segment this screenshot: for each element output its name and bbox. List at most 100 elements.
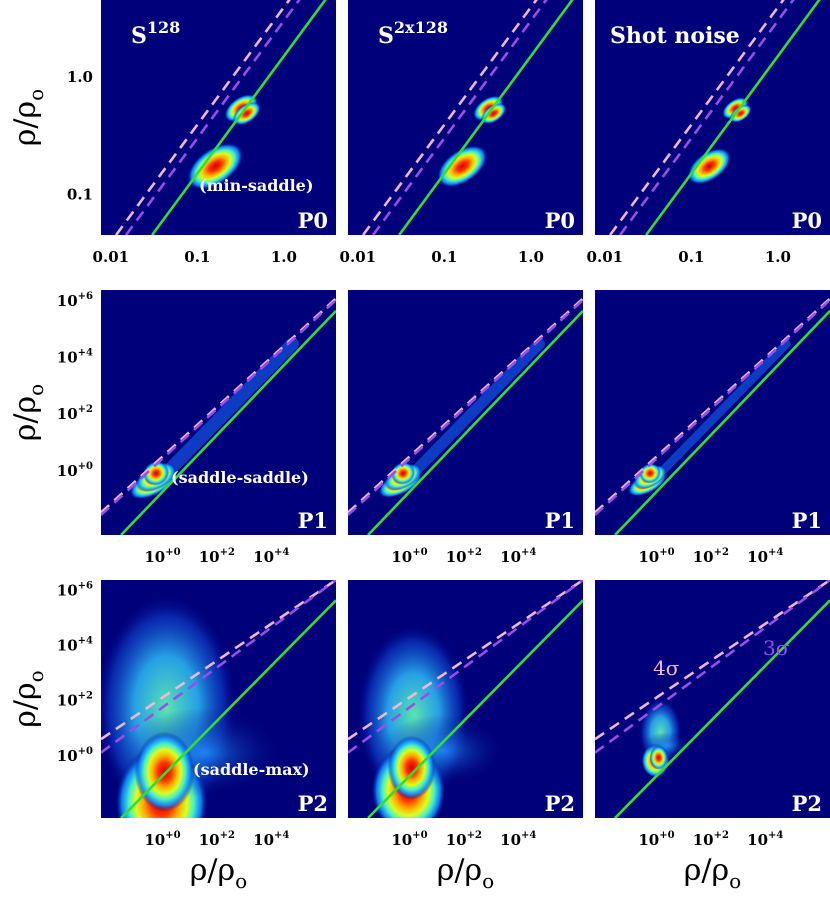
column-title-base: S xyxy=(131,23,147,49)
y-tick-label: 1.0 xyxy=(67,68,93,86)
x-tick-label: 10+4 xyxy=(747,547,783,566)
region-note: (min-saddle) xyxy=(199,176,313,195)
column-title: S128 xyxy=(131,18,180,49)
y-axis-label: ρ/ρo xyxy=(8,384,48,441)
density-core xyxy=(187,142,244,190)
x-tick-label: 10+0 xyxy=(144,547,180,566)
x-tick-label: 10+2 xyxy=(446,547,482,566)
x-tick-label: 10+4 xyxy=(500,830,536,849)
x-tick-label: 10+0 xyxy=(391,547,427,566)
row-tag: P2 xyxy=(298,791,328,816)
x-tick-label: 10+2 xyxy=(199,547,235,566)
x-tick-label: 1.0 xyxy=(765,248,791,266)
x-tick-label: 10+2 xyxy=(446,830,482,849)
sigma3-line xyxy=(372,0,548,235)
row-tag: P0 xyxy=(298,208,328,233)
x-axis-label: ρ/ρo xyxy=(684,853,741,893)
x-axis-label: ρ/ρo xyxy=(437,853,494,893)
x-tick-label: 10+4 xyxy=(500,547,536,566)
sigma4-line xyxy=(609,0,785,235)
panel-r0-c1: P0 S2x128 0.01 0.1 1.0 xyxy=(340,0,583,266)
x-tick-label: 0.01 xyxy=(587,248,624,266)
density-core xyxy=(143,461,170,486)
density-core xyxy=(687,148,732,185)
x-tick-label: 10+2 xyxy=(693,830,729,849)
identity-line xyxy=(614,309,830,535)
identity-line xyxy=(367,309,583,535)
y-axis-label: ρ/ρo xyxy=(8,89,48,146)
identity-line xyxy=(367,599,583,818)
column-title-base: Shot noise xyxy=(610,23,740,49)
axis-labels: ρ/ρo ρ/ρo ρ/ρo ρ/ρo ρ/ρo ρ/ρo xyxy=(8,89,741,893)
sigma4-line xyxy=(115,0,291,235)
density-core xyxy=(391,461,415,485)
density-peak xyxy=(387,735,436,800)
row-tag: P1 xyxy=(545,508,575,533)
panel-background xyxy=(595,580,830,818)
sigma4-line xyxy=(348,580,583,741)
sigma4-line xyxy=(595,580,830,741)
y-tick-label: 10+4 xyxy=(57,347,93,366)
x-tick-label: 0.01 xyxy=(340,248,377,266)
y-tick-label: 10+6 xyxy=(57,291,93,310)
row-tag: P0 xyxy=(792,208,822,233)
column-title: S2x128 xyxy=(378,18,448,49)
row-tag: P2 xyxy=(545,791,575,816)
x-tick-label: 1.0 xyxy=(518,248,544,266)
panel-r1-c2: P1 10+0 10+2 10+4 xyxy=(595,290,830,566)
density-core xyxy=(480,102,507,125)
identity-line xyxy=(645,0,821,235)
column-title: Shot noise xyxy=(610,23,740,49)
row-tag: P0 xyxy=(545,208,575,233)
column-title-base: S xyxy=(378,23,394,49)
y-tick-label: 10+0 xyxy=(57,746,93,765)
x-tick-label: 0.1 xyxy=(184,248,210,266)
sigma3-line xyxy=(348,580,583,754)
x-tick-label: 10+0 xyxy=(144,830,180,849)
x-tick-label: 10+4 xyxy=(253,830,289,849)
panel-r2-c0: P2 (saddle-max) 10+0 10+2 10+4 10+0 10+2 10+4 10… xyxy=(57,580,336,849)
panel-background xyxy=(595,290,830,535)
x-tick-label: 10+0 xyxy=(638,830,674,849)
identity-line xyxy=(120,599,336,818)
density-core xyxy=(436,145,488,188)
region-note: (saddle-saddle) xyxy=(171,468,309,487)
panel-r1-c0: P1 (saddle-saddle) 10+0 10+2 10+4 10+0 10+2 10+… xyxy=(57,290,336,566)
density-core xyxy=(729,104,752,123)
y-tick-label: 0.1 xyxy=(67,185,93,203)
density-band xyxy=(164,337,299,476)
row-tag: P1 xyxy=(792,508,822,533)
identity-line xyxy=(614,599,830,818)
density-core xyxy=(639,463,661,484)
sigma4-line xyxy=(101,580,336,741)
panel-r2-c2: P2 4σ 3σ 10+0 10+2 10+4 xyxy=(595,580,830,849)
sigma3-line xyxy=(619,0,795,235)
x-tick-label: 10+2 xyxy=(199,830,235,849)
y-tick-label: 10+2 xyxy=(57,404,93,423)
x-tick-label: 0.1 xyxy=(678,248,704,266)
panel-r0-c0: P0 S128 (min-saddle) 0.01 0.1 1.0 0.1 1.0 xyxy=(67,0,336,266)
x-tick-label: 10+2 xyxy=(693,547,729,566)
x-tick-label: 10+4 xyxy=(747,830,783,849)
x-tick-label: 10+0 xyxy=(638,547,674,566)
y-tick-label: 10+2 xyxy=(57,691,93,710)
sigma4-line xyxy=(362,0,538,235)
region-note: (saddle-max) xyxy=(193,760,310,779)
column-title-sup: 128 xyxy=(147,18,180,37)
y-tick-label: 10+4 xyxy=(57,636,93,655)
x-tick-label: 10+4 xyxy=(253,547,289,566)
row-tag: P2 xyxy=(792,791,822,816)
panel-r2-c1: P2 10+0 10+2 10+4 xyxy=(348,580,583,849)
sigma3-line xyxy=(595,580,830,754)
identity-line xyxy=(398,0,574,235)
density-peak xyxy=(134,731,195,812)
column-title-sup: 2x128 xyxy=(394,18,448,37)
sigma3-line xyxy=(125,0,301,235)
sigma3-line xyxy=(101,580,336,754)
density-core xyxy=(232,101,261,126)
density-peak xyxy=(649,745,668,770)
y-axis-label: ρ/ρo xyxy=(8,670,48,727)
panel-r0-c2: P0 Shot noise 0.01 0.1 1.0 xyxy=(587,0,830,266)
y-tick-label: 10+6 xyxy=(57,580,93,599)
